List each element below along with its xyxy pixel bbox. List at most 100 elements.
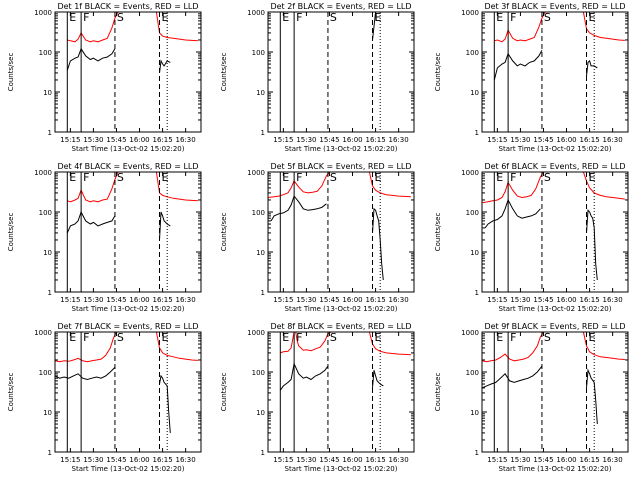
y-tick-label: 1 xyxy=(261,449,265,457)
events-line-seg-1 xyxy=(159,211,171,241)
marker-label: S xyxy=(544,331,551,344)
x-tick-label: 16:15 xyxy=(152,296,172,304)
x-tick-label: 15:45 xyxy=(319,296,339,304)
marker-label: S xyxy=(330,171,337,184)
x-tick-label: 16:15 xyxy=(579,136,599,144)
x-axis-label: Start Time (13-Oct-02 15:02:20) xyxy=(499,465,612,473)
y-axis-label: Counts/sec xyxy=(434,373,442,412)
marker-label: F xyxy=(83,331,89,344)
x-tick-label: 16:00 xyxy=(342,136,362,144)
y-tick-label: 10 xyxy=(470,249,479,257)
plot-frame xyxy=(481,171,629,293)
x-tick-label: 15:30 xyxy=(510,136,530,144)
x-tick-label: 15:15 xyxy=(487,456,507,464)
y-tick-label: 100 xyxy=(252,49,265,57)
x-tick-label: 15:30 xyxy=(83,296,103,304)
x-tick-label: 15:45 xyxy=(533,456,553,464)
x-axis-label: Start Time (13-Oct-02 15:02:20) xyxy=(285,305,398,313)
marker-label: F xyxy=(296,11,302,24)
events-line-seg-0 xyxy=(482,365,543,389)
x-tick-label: 15:15 xyxy=(60,296,80,304)
x-tick-label: 16:15 xyxy=(152,456,172,464)
events-line-seg-1 xyxy=(586,59,598,77)
y-tick-label: 10 xyxy=(43,249,52,257)
lld-line-seg-1 xyxy=(155,332,198,361)
events-line-seg-1 xyxy=(586,209,598,281)
x-tick-label: 15:45 xyxy=(533,136,553,144)
lld-line-seg-1 xyxy=(582,12,625,41)
events-line-seg-1 xyxy=(159,374,171,433)
x-tick-label: 15:30 xyxy=(510,296,530,304)
x-tick-label: 15:30 xyxy=(296,136,316,144)
marker-label: F xyxy=(510,11,516,24)
x-tick-label: 16:15 xyxy=(365,296,385,304)
lld-line-seg-1 xyxy=(155,172,198,202)
lld-line-seg-1 xyxy=(582,332,625,360)
marker-label: E xyxy=(589,331,596,344)
marker-label: E xyxy=(162,331,169,344)
x-tick-label: 16:15 xyxy=(579,296,599,304)
y-axis-label: Counts/sec xyxy=(220,53,228,92)
y-tick-label: 100 xyxy=(466,369,479,377)
x-tick-label: 15:45 xyxy=(319,456,339,464)
y-axis-label: Counts/sec xyxy=(220,373,228,412)
marker-label: S xyxy=(117,11,124,24)
x-axis-label: Start Time (13-Oct-02 15:02:20) xyxy=(499,145,612,153)
panel-title: Det 5f BLACK = Events, RED = LLD xyxy=(270,162,411,171)
x-axis-label: Start Time (13-Oct-02 15:02:20) xyxy=(72,145,185,153)
plot-frame xyxy=(481,11,629,133)
x-tick-label: 15:45 xyxy=(319,136,339,144)
x-tick-label: 16:30 xyxy=(176,456,196,464)
plot-frame xyxy=(481,331,629,453)
plot-frame xyxy=(54,11,202,133)
x-tick-label: 16:00 xyxy=(129,456,149,464)
y-tick-label: 10 xyxy=(256,249,265,257)
x-tick-label: 15:15 xyxy=(487,136,507,144)
marker-label: E xyxy=(69,11,76,24)
y-tick-label: 100 xyxy=(252,369,265,377)
events-line-seg-0 xyxy=(55,367,116,381)
x-axis-label: Start Time (13-Oct-02 15:02:20) xyxy=(72,465,185,473)
marker-label: E xyxy=(589,171,596,184)
y-tick-label: 100 xyxy=(466,209,479,217)
panel-title: Det 8f BLACK = Events, RED = LLD xyxy=(270,322,411,331)
x-tick-label: 15:30 xyxy=(510,456,530,464)
y-tick-label: 1000 xyxy=(34,169,52,177)
lld-line-seg-0 xyxy=(280,332,332,354)
y-tick-label: 10 xyxy=(256,89,265,97)
lld-line-seg-1 xyxy=(368,172,411,198)
series-group xyxy=(268,172,411,281)
y-tick-label: 1 xyxy=(48,449,52,457)
series-group xyxy=(482,332,625,425)
x-tick-label: 16:00 xyxy=(129,296,149,304)
series-group xyxy=(66,12,198,73)
x-tick-label: 16:15 xyxy=(365,456,385,464)
x-tick-label: 15:45 xyxy=(106,296,126,304)
x-tick-label: 16:00 xyxy=(556,456,576,464)
y-tick-label: 100 xyxy=(252,209,265,217)
events-line-seg-0 xyxy=(279,362,329,391)
lld-line-seg-1 xyxy=(582,172,625,200)
y-tick-label: 10 xyxy=(256,409,265,417)
marker-label: S xyxy=(544,171,551,184)
series-group xyxy=(66,172,198,241)
y-tick-label: 1000 xyxy=(461,9,479,17)
x-tick-label: 15:30 xyxy=(296,456,316,464)
marker-label: S xyxy=(330,11,337,24)
x-axis-label: Start Time (13-Oct-02 15:02:20) xyxy=(72,305,185,313)
panel-title: Det 4f BLACK = Events, RED = LLD xyxy=(57,162,198,171)
y-tick-label: 1 xyxy=(48,289,52,297)
x-tick-label: 16:30 xyxy=(176,296,196,304)
events-line-seg-1 xyxy=(159,59,171,73)
marker-label: F xyxy=(83,171,89,184)
events-line-seg-1 xyxy=(372,207,384,281)
x-tick-label: 16:30 xyxy=(603,456,623,464)
x-tick-label: 15:15 xyxy=(60,456,80,464)
y-tick-label: 1 xyxy=(475,289,479,297)
series-group xyxy=(279,332,411,391)
x-tick-label: 15:15 xyxy=(487,296,507,304)
